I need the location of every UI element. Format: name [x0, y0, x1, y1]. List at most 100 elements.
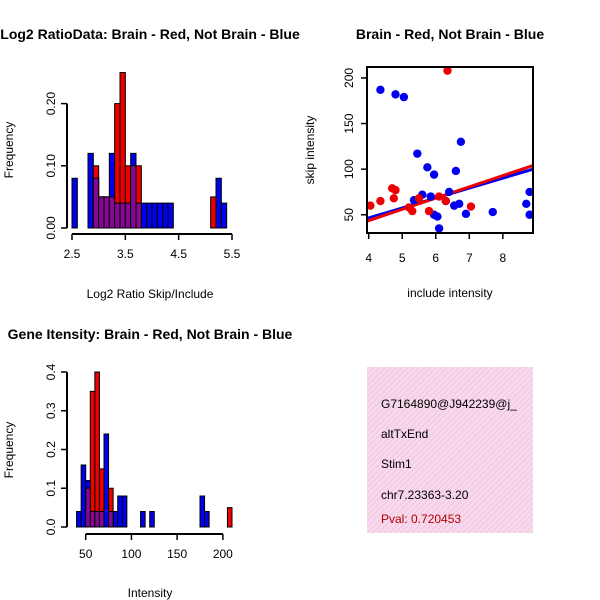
chart2-plot-frame — [366, 66, 534, 234]
hist-bar-brain — [210, 196, 217, 229]
scatter-point-brain — [466, 202, 476, 211]
hist-bar-not-brain — [71, 177, 78, 229]
hist-bar-overlap — [103, 196, 110, 229]
hist-bar-overlap — [98, 196, 105, 229]
chart1-ylabel: Frequency — [2, 122, 16, 179]
hist-bar-not-brain — [151, 202, 158, 229]
scatter-point-brain — [389, 194, 399, 203]
chart3-ylabel: Frequency — [2, 422, 16, 479]
scatter-point-not-brain — [413, 149, 422, 158]
scatter-point-not-brain — [522, 199, 531, 209]
hist-bar-not-brain — [199, 495, 206, 528]
y-tick-label: 0.0 — [44, 518, 58, 535]
y-tick-label: 100 — [342, 159, 356, 179]
x-tick-label: 4.5 — [170, 247, 187, 261]
y-tick-label: 0.1 — [44, 480, 58, 497]
hist-bar-overlap — [92, 177, 100, 229]
chart2-axes: 4 5 6 7 8 50 100 150 200 — [342, 68, 506, 265]
scatter-point-brain — [443, 67, 452, 75]
y-tick-label: 200 — [342, 68, 356, 88]
hist-bar-overlap — [108, 196, 116, 229]
scatter-point-not-brain — [433, 212, 442, 221]
hist-bar-brain — [226, 507, 233, 528]
scatter-point-not-brain — [451, 166, 461, 176]
event-type: altTxEnd — [381, 427, 428, 441]
hist-bar-overlap — [98, 511, 105, 528]
scatter-point-brain — [367, 201, 375, 210]
y-tick-label: 50 — [342, 208, 356, 222]
event-id: G7164890@J942239@j_ — [381, 397, 517, 411]
x-tick-label: 6 — [432, 251, 439, 265]
scatter-point-not-brain — [444, 187, 454, 197]
hist-bar-overlap — [130, 165, 137, 229]
scatter-point-not-brain — [488, 207, 497, 217]
x-tick-label: 100 — [121, 547, 141, 561]
chart3-xlabel: Intensity — [128, 586, 173, 600]
chart3-title: Gene Itensity: Brain - Red, Not Brain - … — [8, 326, 293, 342]
hist-bar-overlap — [135, 202, 142, 229]
log2-ratio-histogram: Log2 RatioData: Brain - Red, Not Brain -… — [0, 26, 300, 301]
scatter-point-brain — [391, 185, 400, 195]
hist-bar-not-brain — [215, 177, 222, 229]
hist-bar-overlap — [114, 202, 121, 229]
chart3-axes: 50 100 150 200 0.0 0.1 0.2 0.3 0.4 — [44, 363, 233, 561]
scatter-point-brain — [376, 196, 385, 206]
gene-intensity-histogram: Gene Itensity: Brain - Red, Not Brain - … — [2, 326, 293, 600]
chart3-bars — [76, 371, 233, 528]
scatter-point-not-brain — [525, 187, 533, 197]
x-tick-label: 200 — [213, 547, 233, 561]
hist-bar-not-brain — [149, 511, 155, 528]
y-tick-label: 0.2 — [44, 441, 58, 458]
hist-bar-not-brain — [80, 464, 87, 528]
x-tick-label: 4 — [365, 251, 372, 265]
scatter-point-not-brain — [399, 92, 409, 102]
x-tick-label: 150 — [167, 547, 187, 561]
x-tick-label: 2.5 — [64, 247, 81, 261]
scatter-point-brain — [434, 192, 444, 201]
hist-bar-not-brain — [140, 511, 146, 528]
y-tick-label: 0.10 — [44, 154, 58, 178]
hist-bar-overlap — [89, 511, 96, 528]
hist-bar-not-brain — [87, 152, 94, 229]
scatter-point-not-brain — [376, 85, 385, 95]
chart1-title: Log2 RatioData: Brain - Red, Not Brain -… — [0, 26, 300, 42]
scatter-point-not-brain — [426, 192, 435, 201]
hist-bar-not-brain — [146, 202, 153, 229]
hist-bar-not-brain — [140, 202, 148, 229]
chart2-title: Brain - Red, Not Brain - Blue — [356, 26, 544, 42]
x-tick-label: 8 — [499, 251, 506, 265]
hist-bar-brain — [94, 371, 100, 528]
hist-bar-not-brain — [220, 202, 228, 229]
chart2-ylabel: skip intensity — [303, 116, 317, 185]
scatter-point-not-brain — [461, 209, 471, 219]
chart2-points — [367, 67, 533, 233]
scatter-point-brain — [408, 206, 417, 216]
hist-bar-not-brain — [117, 495, 123, 528]
hist-bar-overlap — [124, 202, 132, 229]
chart1-bars — [71, 72, 228, 229]
scatter-point-not-brain — [429, 170, 439, 179]
event-info-panel: G7164890@J942239@j_ altTxEnd Stim1 chr7.… — [367, 367, 533, 533]
y-tick-label: 0.20 — [44, 92, 58, 116]
p-value: Pval: 0.720453 — [381, 512, 461, 526]
intensity-scatter: Brain - Red, Not Brain - Blue 4 5 6 7 8 50 100… — [303, 26, 544, 300]
hist-bar-not-brain — [204, 511, 210, 528]
chart2-xlabel: include intensity — [407, 286, 492, 300]
hist-bar-overlap — [94, 511, 100, 528]
scatter-point-not-brain — [525, 210, 533, 219]
scatter-point-not-brain — [456, 137, 466, 146]
scatter-point-not-brain — [434, 224, 444, 233]
info-panel-background — [367, 367, 533, 533]
hist-bar-not-brain — [162, 202, 169, 229]
hist-bar-not-brain — [121, 495, 128, 528]
hist-bar-not-brain — [76, 511, 82, 528]
hist-bar-overlap — [108, 511, 114, 528]
genomic-location: chr7.23363-3.20 — [381, 488, 469, 502]
y-tick-label: 0.4 — [44, 363, 58, 380]
scatter-point-brain — [424, 206, 434, 216]
chart1-axes: 2.5 3.5 4.5 5.5 0.00 0.10 0.20 — [44, 92, 241, 261]
hist-bar-not-brain — [112, 511, 119, 528]
hist-bar-not-brain — [103, 433, 110, 528]
hist-bar-not-brain — [156, 202, 164, 229]
